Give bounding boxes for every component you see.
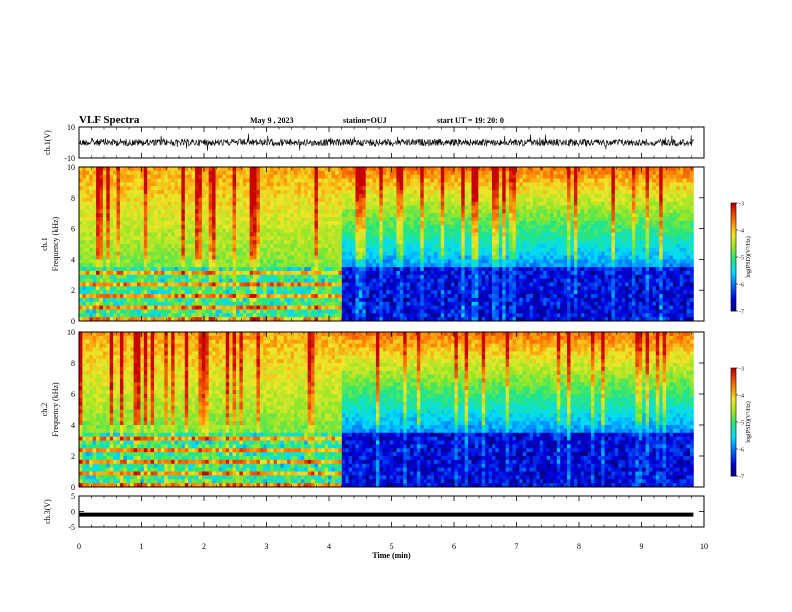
colorbar-tick-label: -6	[739, 448, 744, 454]
y-tick-label: 2	[71, 452, 75, 461]
x-tick-label: 5	[390, 542, 394, 551]
y-tick-label: 10	[67, 163, 75, 172]
colorbar-tick-label: -3	[739, 202, 744, 208]
x-tick-label: 10	[700, 542, 708, 551]
y-tick-label: 4	[71, 255, 75, 264]
x-tick-label: 7	[515, 542, 519, 551]
colorbar-tick-label: -7	[739, 310, 744, 316]
y-tick-label: -5	[68, 523, 75, 532]
y-tick-label: 8	[71, 194, 75, 203]
x-tick-label: 4	[327, 542, 331, 551]
y-tick-label: 4	[71, 421, 75, 430]
y-tick-label: 2	[71, 286, 75, 295]
y-axis-label-channel: ch.1	[40, 237, 49, 251]
y-axis-label-channel: ch.2	[40, 403, 49, 417]
colorbar-tick-label: -3	[739, 367, 744, 373]
y-tick-label: 10	[67, 328, 75, 337]
y-tick-label: 8	[71, 359, 75, 368]
colorbar-tick-label: -5	[739, 421, 744, 427]
figure-title: VLF Spectra	[79, 114, 140, 126]
y-tick-label: 10	[67, 123, 75, 132]
x-tick-label: 0	[77, 542, 81, 551]
y-axis-label: Frequency (kHz)	[51, 216, 60, 271]
time-axis: 0 1 2 3 4 5 6 7 8 9 10 Time (min)	[77, 542, 708, 560]
y-tick-label: 6	[71, 225, 75, 234]
y-tick-label: 0	[71, 483, 75, 492]
colorbar-label: log(PSD)(V²/Hz)	[745, 236, 752, 277]
ch1-waveform-panel: 10 -10 ch.1(V)	[43, 123, 705, 163]
x-tick-label: 3	[265, 542, 269, 551]
colorbar-tick-label: -6	[739, 283, 744, 289]
colorbar-label: log(PSD)(V²/Hz)	[745, 401, 752, 442]
date-label: May 9 , 2023	[250, 116, 294, 125]
y-tick-label: -10	[64, 154, 75, 163]
y-tick-label: 0	[71, 508, 75, 517]
spectrogram-heatmap	[79, 167, 694, 322]
x-tick-label: 9	[640, 542, 644, 551]
station-label: station=OUJ	[343, 116, 387, 125]
ch1-spectrogram-panel: 0 2 4 6 8 10 ch.1 Frequency (kHz)	[40, 163, 705, 326]
ch1-waveform-trace	[78, 133, 694, 151]
y-tick-label: 6	[71, 390, 75, 399]
start-time-label: start UT = 19: 20: 0	[437, 116, 504, 125]
x-tick-label: 6	[452, 542, 456, 551]
spectrogram-heatmap	[79, 332, 694, 488]
colorbar-tick-label: -7	[739, 475, 744, 481]
ch1-colorbar: -3 -4 -5 -6 -7 log(PSD)(V²/Hz)	[730, 202, 752, 316]
ch2-colorbar: -3 -4 -5 -6 -7 log(PSD)(V²/Hz)	[730, 367, 752, 481]
y-axis-label: ch.3(V)	[43, 499, 52, 524]
colorbar-tick-label: -5	[739, 256, 744, 262]
colorbar-tick-label: -4	[739, 394, 744, 400]
colorbar-tick-label: -4	[739, 229, 744, 235]
x-tick-label: 2	[202, 542, 206, 551]
y-tick-label: 5	[71, 492, 75, 501]
ch2-spectrogram-panel: 0 2 4 6 8 10 ch.2 Frequency (kHz)	[40, 328, 705, 492]
y-axis-label: Frequency (kHz)	[51, 382, 60, 437]
y-tick-label: 0	[71, 317, 75, 326]
x-tick-label: 1	[140, 542, 144, 551]
ch3-waveform-panel: 5 0 -5 ch.3(V)	[43, 492, 705, 532]
x-axis-label: Time (min)	[372, 551, 411, 560]
y-axis-label: ch.1(V)	[43, 130, 52, 155]
x-tick-label: 8	[577, 542, 581, 551]
